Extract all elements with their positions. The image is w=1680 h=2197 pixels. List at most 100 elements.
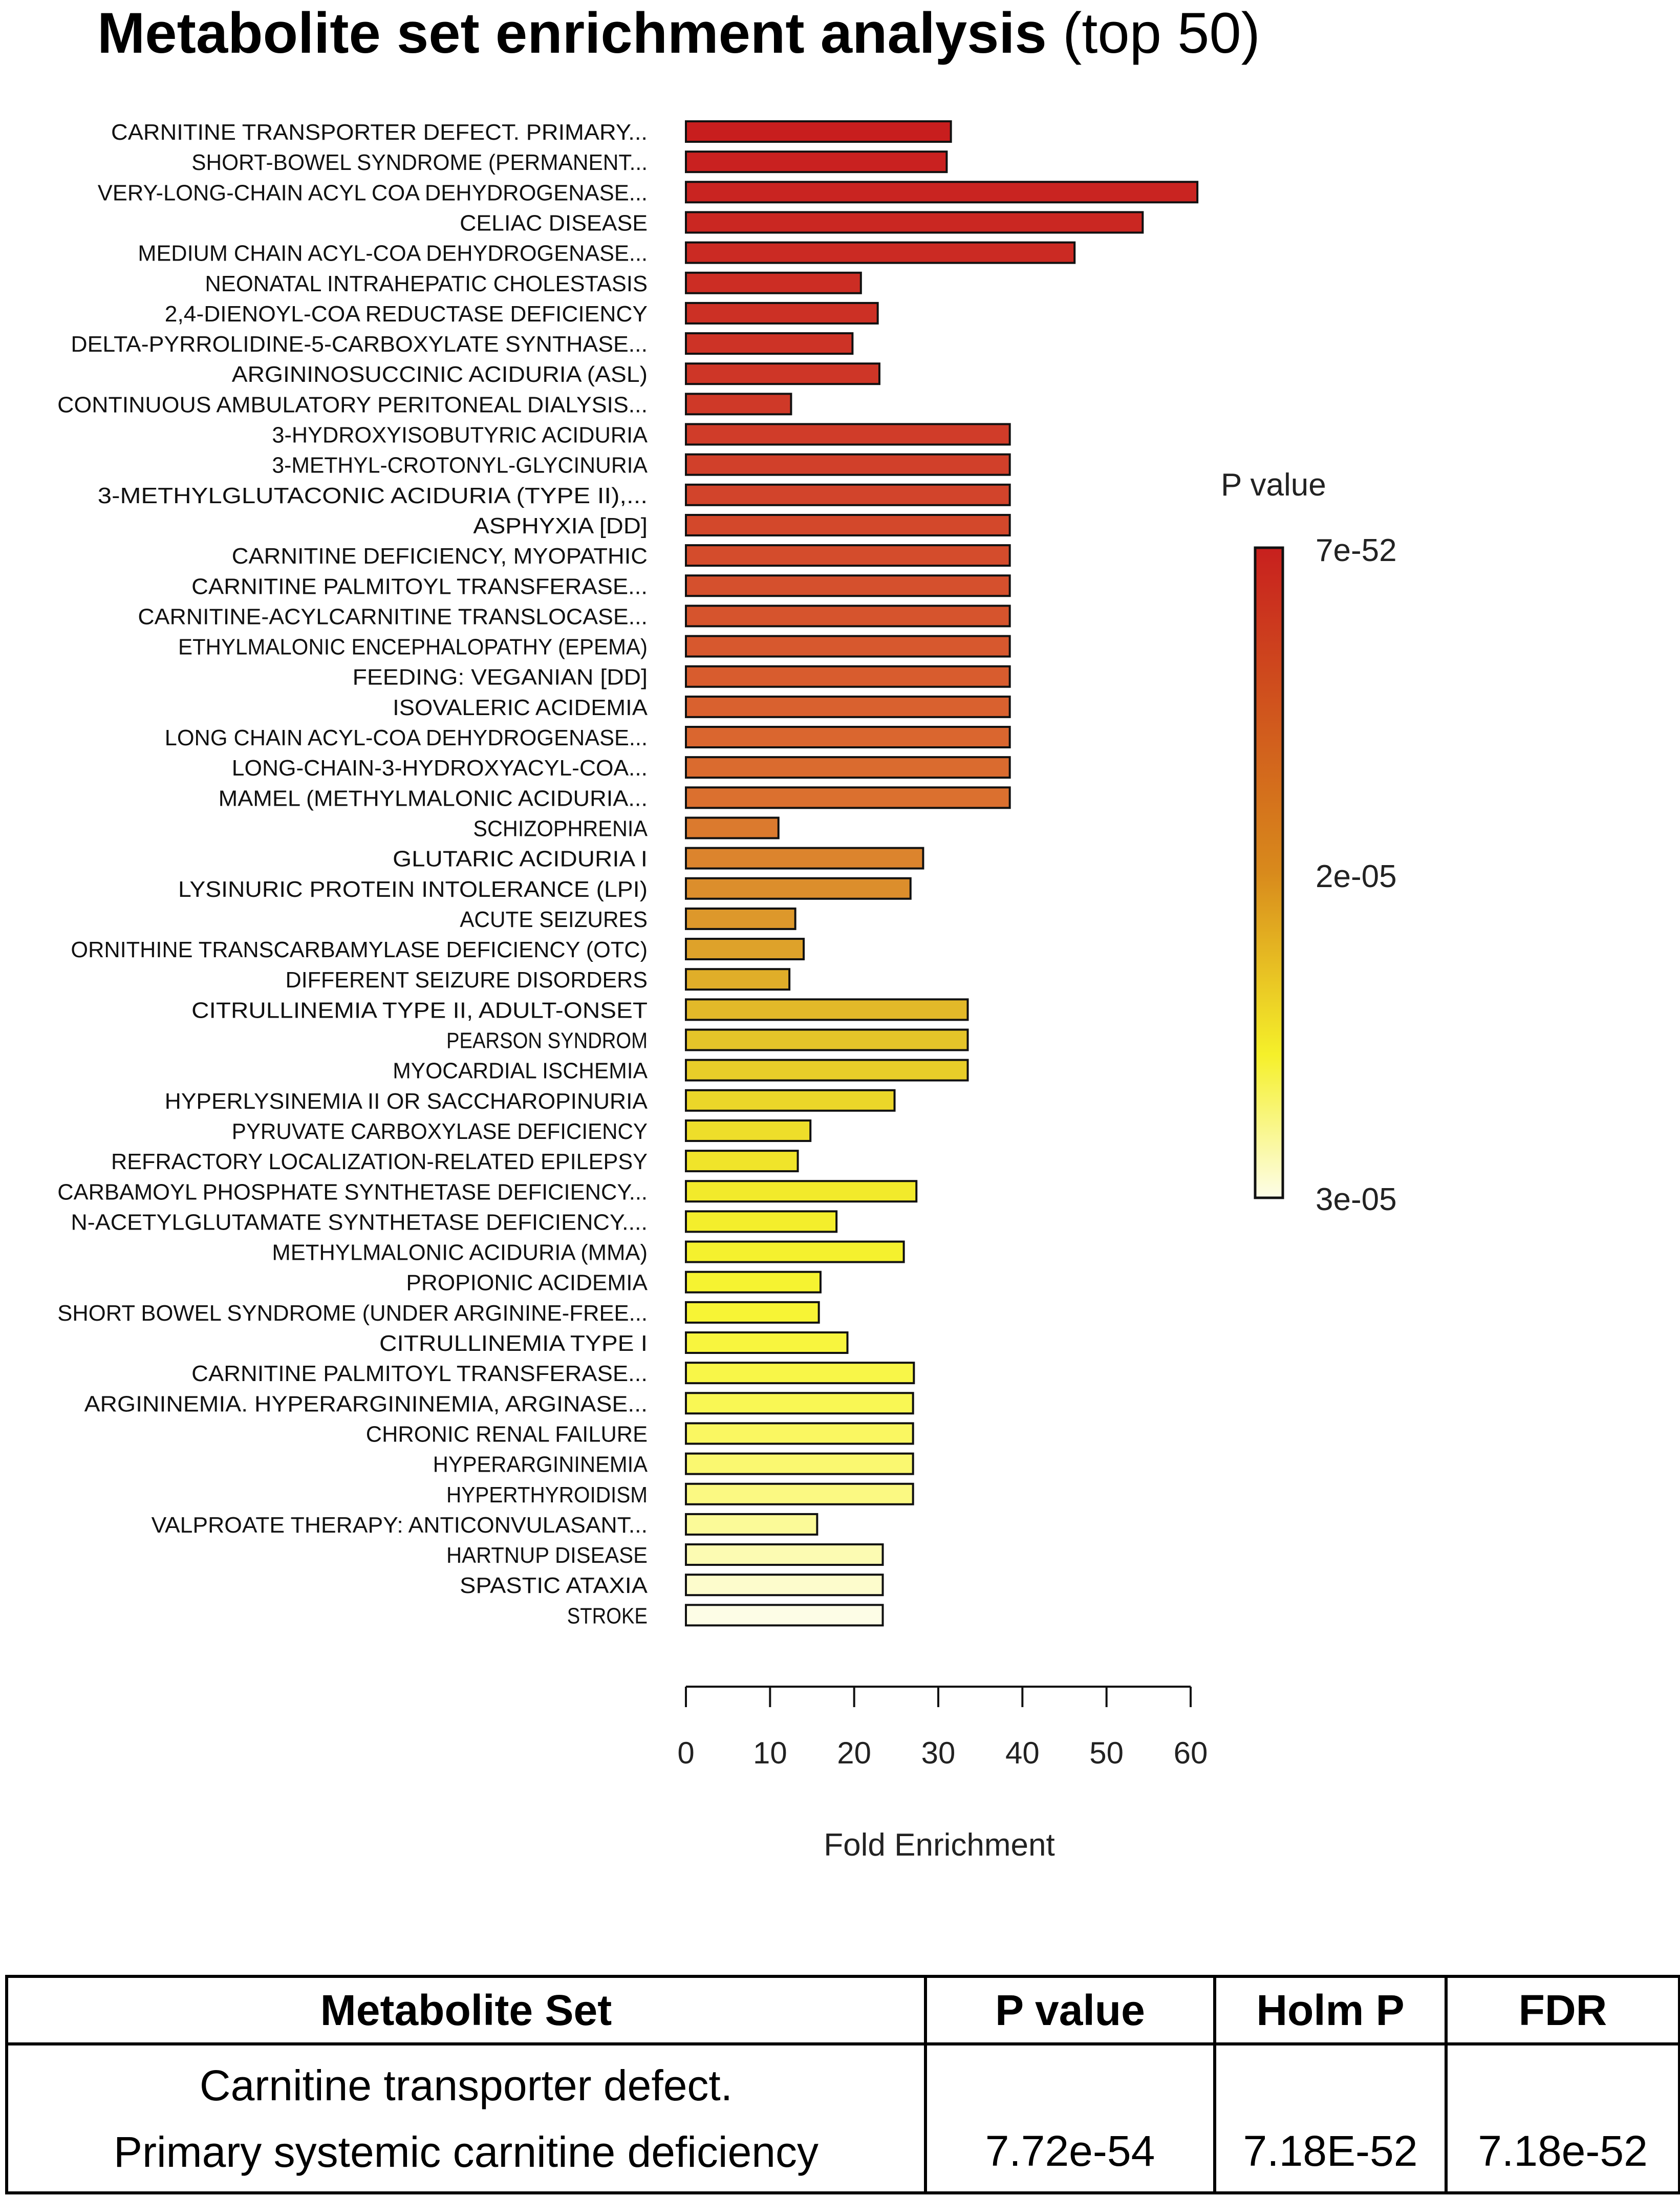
x-tick-label: 50 [1089, 1736, 1124, 1770]
category-label: CITRULLINEMIA TYPE I [379, 1331, 648, 1356]
bar [685, 695, 1011, 718]
bar [685, 1301, 820, 1324]
bar [685, 1089, 896, 1112]
category-label: CARNITINE PALMITOYL TRANSFERASE... [191, 1361, 648, 1386]
bar [685, 998, 969, 1021]
bar [685, 453, 1011, 476]
bar [685, 1180, 918, 1203]
cell-metabolite-set: Carnitine transporter defect. Primary sy… [5, 2042, 927, 2194]
bar [685, 635, 1011, 658]
bar [685, 605, 1011, 628]
category-label: HARTNUP DISEASE [446, 1543, 648, 1568]
category-label: STROKE [567, 1603, 648, 1628]
category-label: DELTA-PYRROLIDINE-5-CARBOXYLATE SYNTHASE… [71, 332, 648, 357]
category-label: N-ACETYLGLUTAMATE SYNTHETASE DEFICIENCY.… [71, 1210, 648, 1235]
category-label: CARBAMOYL PHOSPHATE SYNTHETASE DEFICIENC… [57, 1179, 648, 1204]
category-label: CARNITINE DEFICIENCY, MYOPATHIC [232, 544, 648, 569]
category-label: CHRONIC RENAL FAILURE [366, 1421, 648, 1447]
table-row: Carnitine transporter defect. Primary sy… [5, 2042, 1680, 2194]
category-label: ARGININEMIA. HYPERARGININEMIA, ARGINASE.… [84, 1391, 648, 1416]
bar [685, 1482, 914, 1505]
bar [685, 1574, 884, 1597]
pvalue-legend: P value 7e-52 2e-05 3e-05 [1221, 467, 1397, 1217]
bar [685, 877, 912, 900]
legend-label-top: 7e-52 [1316, 533, 1397, 568]
table-header-row: Metabolite Set P value Holm P FDR [5, 1975, 1680, 2045]
bar-chart: CARNITINE TRANSPORTER DEFECT. PRIMARY...… [57, 120, 1397, 1863]
legend-label-mid: 2e-05 [1316, 859, 1397, 894]
category-label: CARNITINE PALMITOYL TRANSFERASE... [191, 574, 648, 599]
set-line-2: Primary systemic carnitine deficiency [113, 2128, 819, 2176]
bar [685, 1543, 884, 1566]
bar [685, 1422, 914, 1445]
category-label: 2,4-DIENOYL-COA REDUCTASE DEFICIENCY [165, 301, 648, 327]
bar [685, 1362, 915, 1385]
bar [685, 756, 1011, 779]
category-label: ASPHYXIA [DD] [473, 513, 648, 539]
x-axis: 0 10 20 30 40 50 60 [677, 1686, 1208, 1770]
x-tick-label: 20 [837, 1736, 871, 1770]
x-axis-title: Fold Enrichment [824, 1827, 1054, 1863]
category-label: ISOVALERIC ACIDEMIA [393, 695, 648, 720]
category-label: SPASTIC ATAXIA [460, 1573, 648, 1598]
x-tick-label: 40 [1005, 1736, 1040, 1770]
category-label: SHORT-BOWEL SYNDROME (PERMANENT... [191, 150, 648, 175]
bar [685, 1604, 884, 1627]
category-label: SCHIZOPHRENIA [473, 816, 648, 841]
category-label: VALPROATE THERAPY: ANTICONVULASANT... [152, 1513, 648, 1538]
category-label: HYPERLYSINEMIA II OR SACCHAROPINURIA [165, 1089, 648, 1114]
category-label: VERY-LONG-CHAIN ACYL COA DEHYDROGENASE..… [98, 180, 648, 205]
bar [685, 1392, 914, 1415]
x-tick-label: 60 [1174, 1736, 1208, 1770]
bar [685, 726, 1011, 748]
cell-holm-p: 7.18E-52 [1213, 2042, 1448, 2194]
bar [685, 150, 948, 174]
bar [685, 513, 1011, 536]
category-label: 3-METHYL-CROTONYL-GLYCINURIA [272, 453, 648, 478]
category-label: MYOCARDIAL ISCHEMIA [393, 1059, 648, 1084]
category-label: PROPIONIC ACIDEMIA [406, 1270, 648, 1296]
set-line-1: Carnitine transporter defect. [199, 2061, 733, 2109]
category-labels-group: CARNITINE TRANSPORTER DEFECT. PRIMARY...… [57, 120, 648, 1628]
bar [685, 211, 1144, 234]
bar [685, 907, 796, 930]
category-label: CELIAC DISEASE [460, 210, 648, 235]
header-p-value: P value [924, 1975, 1216, 2045]
bar [685, 968, 791, 991]
category-label: ACUTE SEIZURES [460, 907, 648, 932]
category-label: ORNITHINE TRANSCARBAMYLASE DEFICIENCY (O… [71, 937, 648, 962]
bar [685, 181, 1199, 204]
category-label: 3-METHYLGLUTACONIC ACIDURIA (TYPE II),..… [98, 483, 648, 508]
bar [685, 938, 805, 961]
category-label: LYSINURIC PROTEIN INTOLERANCE (LPI) [178, 877, 648, 902]
x-tick-label: 30 [921, 1736, 956, 1770]
bar [685, 1240, 905, 1263]
bar [685, 301, 879, 325]
legend-title: P value [1221, 467, 1326, 503]
bar [685, 574, 1011, 597]
category-label: CONTINUOUS AMBULATORY PERITONEAL DIALYSI… [57, 392, 648, 417]
category-label: LONG-CHAIN-3-HYDROXYACYL-COA... [232, 756, 648, 781]
bars-group [685, 120, 1199, 1627]
category-label: PEARSON SYNDROM [446, 1028, 648, 1053]
chart-title: Metabolite set enrichment analysis (top … [97, 0, 1260, 67]
category-label: CARNITINE-ACYLCARNITINE TRANSLOCASE... [138, 604, 648, 629]
bar [685, 393, 792, 416]
bar [685, 1513, 819, 1536]
cell-fdr: 7.18e-52 [1445, 2042, 1680, 2194]
legend-label-bottom: 3e-05 [1316, 1182, 1397, 1217]
bar [685, 1331, 849, 1354]
category-label: CARNITINE TRANSPORTER DEFECT. PRIMARY... [111, 120, 648, 145]
category-label: NEONATAL INTRAHEPATIC CHOLESTASIS [205, 271, 648, 296]
category-label: PYRUVATE CARBOXYLASE DEFICIENCY [232, 1119, 648, 1144]
legend-colorbar [1254, 546, 1284, 1199]
header-metabolite-set: Metabolite Set [5, 1975, 927, 2045]
cell-p-value: 7.72e-54 [924, 2042, 1216, 2194]
bar [685, 332, 854, 355]
bar [685, 1028, 969, 1051]
category-label: MAMEL (METHYLMALONIC ACIDURIA... [219, 786, 648, 811]
bar [685, 544, 1011, 567]
chart-title-main: Metabolite set enrichment analysis [97, 1, 1047, 65]
category-label: MEDIUM CHAIN ACYL-COA DEHYDROGENASE... [138, 241, 648, 266]
bar [685, 1059, 969, 1082]
